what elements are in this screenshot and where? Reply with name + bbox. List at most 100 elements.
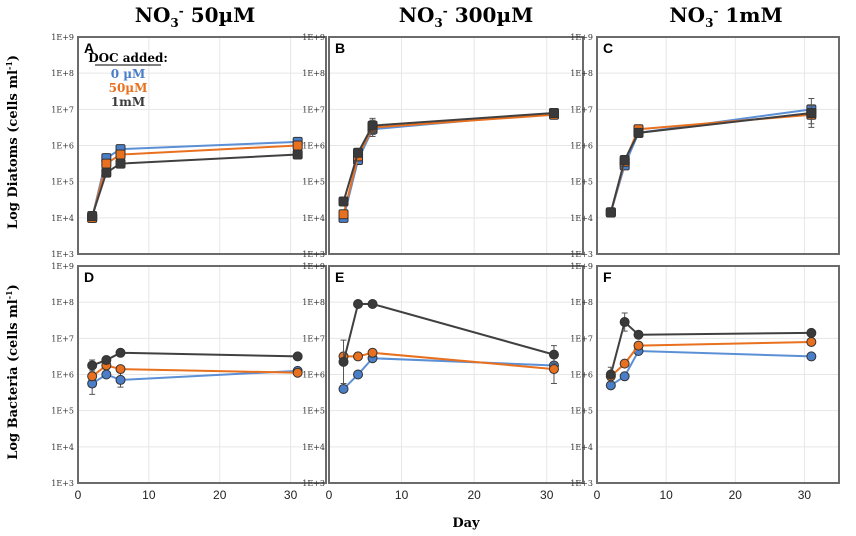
panel-letter: B bbox=[335, 40, 345, 56]
y-tick-label: 1E+5 bbox=[302, 178, 325, 187]
series-line bbox=[342, 111, 555, 202]
panel-border bbox=[77, 36, 327, 255]
panels: 1E+3 1E+4 1E+5 1E+6 1E+7 1E+8 1E+9 A 1E+3 1E+4 1E+… bbox=[51, 33, 840, 502]
data-point bbox=[292, 149, 303, 160]
data-point bbox=[115, 149, 126, 160]
data-point bbox=[353, 369, 364, 380]
panel-letter: F bbox=[603, 269, 612, 285]
x-tick-label: 10 bbox=[659, 488, 673, 502]
y-tick-label: 1E+9 bbox=[302, 33, 325, 42]
y-tick-label: 1E+6 bbox=[570, 371, 593, 380]
series-1mM bbox=[605, 312, 817, 383]
y-tick-label: 1E+3 bbox=[51, 479, 74, 488]
x-tick-label: 10 bbox=[142, 488, 156, 502]
y-tick-label: 1E+7 bbox=[302, 334, 325, 343]
panel-letter: A bbox=[84, 40, 94, 56]
x-tick-label: 0 bbox=[75, 488, 82, 502]
y-tick-label: 1E+4 bbox=[51, 214, 74, 223]
x-tick-label: 20 bbox=[213, 488, 227, 502]
series-line bbox=[342, 302, 555, 363]
legend: DOC added: 0 µM 50µM 1mM bbox=[88, 51, 168, 109]
data-point bbox=[338, 196, 349, 207]
panel-border bbox=[596, 36, 840, 255]
panel-letter: C bbox=[603, 40, 613, 56]
data-point bbox=[367, 298, 378, 309]
data-point bbox=[619, 317, 630, 328]
row-title-bacteria: Log Bacteria (cells ml-1) bbox=[4, 284, 21, 460]
series-line bbox=[610, 340, 812, 378]
y-tick-label: 1E+6 bbox=[302, 142, 325, 151]
y-tick-label: 1E+9 bbox=[570, 262, 593, 271]
series-line bbox=[343, 351, 555, 371]
data-point bbox=[101, 369, 112, 380]
series-line bbox=[610, 349, 812, 387]
y-tick-label: 1E+8 bbox=[302, 69, 325, 78]
legend-entry-0uM: 0 µM bbox=[111, 67, 146, 81]
data-point bbox=[633, 340, 644, 351]
series-line bbox=[91, 369, 298, 385]
data-point bbox=[115, 374, 126, 385]
y-tick-label: 1E+4 bbox=[570, 214, 593, 223]
y-tick-label: 1E+9 bbox=[302, 262, 325, 271]
x-tick-label: 30 bbox=[284, 488, 298, 502]
y-tick-label: 1E+5 bbox=[51, 407, 74, 416]
data-point bbox=[338, 209, 349, 220]
data-point bbox=[619, 371, 630, 382]
data-point bbox=[115, 364, 126, 375]
panel-letter: E bbox=[335, 269, 344, 285]
y-tick-label: 1E+5 bbox=[570, 178, 593, 187]
y-tick-label: 1E+6 bbox=[302, 371, 325, 380]
y-tick-label: 1E+4 bbox=[302, 443, 325, 452]
panel-letter: D bbox=[84, 269, 94, 285]
data-point bbox=[633, 329, 644, 340]
series-50_uM bbox=[87, 360, 303, 382]
data-point bbox=[619, 358, 630, 369]
data-point bbox=[367, 120, 378, 131]
data-point bbox=[367, 347, 378, 358]
series-line bbox=[91, 153, 298, 217]
y-tick-label: 1E+3 bbox=[570, 479, 593, 488]
y-tick-label: 1E+5 bbox=[51, 178, 74, 187]
legend-entry-50uM: 50µM bbox=[109, 81, 148, 95]
data-point bbox=[115, 158, 126, 169]
series-line bbox=[91, 351, 298, 367]
y-tick-label: 1E+7 bbox=[302, 105, 325, 114]
y-tick-label: 1E+7 bbox=[51, 334, 74, 343]
panel-B: 1E+3 1E+4 1E+5 1E+6 1E+7 1E+8 1E+9 B bbox=[302, 33, 584, 259]
panel-F: 1E+3 1E+4 1E+5 1E+6 1E+7 1E+8 1E+9 0 10 20 30 F bbox=[570, 262, 840, 502]
series-line bbox=[609, 111, 812, 213]
y-tick-label: 1E+9 bbox=[51, 33, 74, 42]
series-line bbox=[609, 320, 812, 375]
data-point bbox=[115, 347, 126, 358]
data-point bbox=[101, 167, 112, 178]
data-point bbox=[619, 154, 630, 165]
data-point bbox=[548, 107, 559, 118]
data-point bbox=[353, 298, 364, 309]
x-tick-label: 0 bbox=[594, 488, 601, 502]
data-point bbox=[87, 360, 98, 371]
y-tick-label: 1E+7 bbox=[570, 334, 593, 343]
y-tick-label: 1E+7 bbox=[570, 105, 593, 114]
panel-C: 1E+3 1E+4 1E+5 1E+6 1E+7 1E+8 1E+9 C bbox=[570, 33, 840, 259]
data-point bbox=[292, 140, 303, 151]
data-point bbox=[633, 127, 644, 138]
y-tick-label: 1E+6 bbox=[51, 371, 74, 380]
y-tick-label: 1E+5 bbox=[570, 407, 593, 416]
data-point bbox=[87, 211, 98, 222]
column-title-1: NO3- 50µM bbox=[135, 3, 256, 30]
y-tick-label: 1E+9 bbox=[51, 262, 74, 271]
data-point bbox=[605, 369, 616, 380]
y-tick-label: 1E+8 bbox=[51, 69, 74, 78]
series-1mM bbox=[338, 298, 559, 385]
panel-border bbox=[328, 36, 584, 255]
panel-E: 1E+3 1E+4 1E+5 1E+6 1E+7 1E+8 1E+9 0 10 20 30 E bbox=[302, 262, 584, 502]
data-point bbox=[605, 207, 616, 218]
data-point bbox=[806, 336, 817, 347]
y-tick-label: 1E+8 bbox=[570, 69, 593, 78]
data-point bbox=[806, 327, 817, 338]
data-point bbox=[548, 364, 559, 375]
y-tick-label: 1E+8 bbox=[570, 298, 593, 307]
series-1mM bbox=[338, 107, 559, 207]
data-point bbox=[101, 158, 112, 169]
